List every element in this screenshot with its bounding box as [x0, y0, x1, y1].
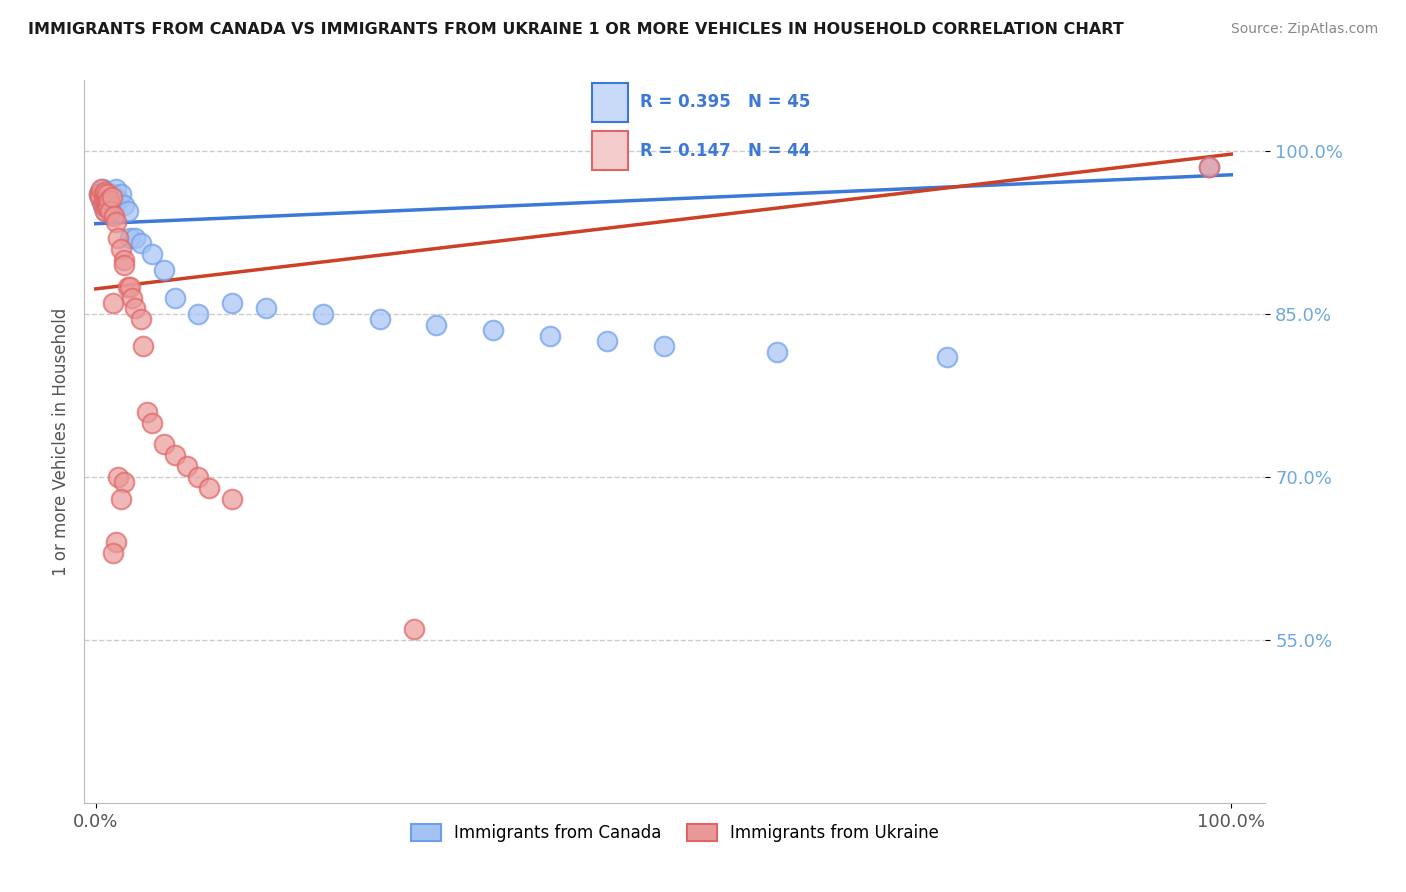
Point [221, 296, 243, 310]
Point [94, 193, 117, 207]
Point [107, 470, 129, 484]
Point [98, 193, 121, 207]
Point [312, 307, 335, 321]
Point [124, 231, 146, 245]
Point [101, 187, 124, 202]
Point [100, 189, 122, 203]
Point [94, 185, 117, 199]
Point [652, 339, 675, 353]
Point [100, 203, 122, 218]
Point [94, 193, 117, 207]
Point [107, 231, 129, 245]
Point [153, 437, 176, 451]
Point [121, 291, 143, 305]
Point [94, 203, 117, 218]
Point [117, 203, 139, 218]
Point [103, 193, 125, 207]
Point [94, 187, 117, 202]
Point [112, 252, 135, 267]
Point [425, 318, 447, 332]
Point [93, 193, 115, 207]
Point [124, 301, 146, 316]
Point [100, 189, 122, 203]
Point [97, 201, 120, 215]
Point [94, 201, 117, 215]
Point [103, 209, 125, 223]
Point [112, 475, 135, 490]
Point [105, 535, 128, 549]
Point [766, 345, 789, 359]
Point [97, 187, 120, 202]
Point [402, 622, 425, 636]
Text: R = 0.395   N = 45: R = 0.395 N = 45 [640, 94, 810, 112]
Point [187, 470, 209, 484]
Point [132, 339, 155, 353]
Point [165, 291, 187, 305]
Point [1198, 160, 1220, 174]
Point [91, 198, 114, 212]
Point [936, 351, 959, 365]
Y-axis label: 1 or more Vehicles in Household: 1 or more Vehicles in Household [52, 308, 70, 575]
Point [90, 193, 112, 207]
Point [135, 405, 157, 419]
Point [96, 187, 118, 202]
Point [176, 458, 198, 473]
Point [101, 546, 124, 560]
Point [153, 263, 176, 277]
Point [90, 189, 112, 203]
FancyBboxPatch shape [592, 83, 628, 122]
Point [221, 491, 243, 506]
Point [165, 448, 187, 462]
Point [91, 182, 114, 196]
Point [89, 189, 111, 203]
Point [90, 182, 112, 196]
Point [110, 187, 132, 202]
Point [118, 231, 141, 245]
Point [368, 312, 391, 326]
Point [112, 198, 135, 212]
Point [141, 416, 163, 430]
Point [117, 279, 139, 293]
Point [91, 198, 114, 212]
Point [93, 185, 115, 199]
Point [96, 189, 118, 203]
Point [107, 193, 129, 207]
Point [110, 491, 132, 506]
Point [482, 323, 505, 337]
Point [89, 185, 111, 199]
Point [187, 307, 209, 321]
Point [596, 334, 619, 348]
Point [87, 187, 111, 202]
Point [110, 242, 132, 256]
Point [98, 193, 121, 207]
Point [96, 196, 118, 211]
Point [94, 185, 117, 199]
Text: IMMIGRANTS FROM CANADA VS IMMIGRANTS FROM UKRAINE 1 OR MORE VEHICLES IN HOUSEHOL: IMMIGRANTS FROM CANADA VS IMMIGRANTS FRO… [28, 22, 1123, 37]
Point [101, 296, 124, 310]
Point [129, 312, 152, 326]
Point [96, 201, 118, 215]
Point [254, 301, 277, 316]
Point [104, 198, 127, 212]
Point [93, 187, 115, 202]
Point [87, 187, 111, 202]
Legend: Immigrants from Canada, Immigrants from Ukraine: Immigrants from Canada, Immigrants from … [405, 817, 945, 848]
Point [198, 481, 221, 495]
Point [141, 247, 163, 261]
Point [94, 203, 117, 218]
Point [129, 236, 152, 251]
Point [93, 193, 115, 207]
Point [118, 279, 141, 293]
Point [1198, 160, 1220, 174]
FancyBboxPatch shape [592, 131, 628, 170]
Text: R = 0.147   N = 44: R = 0.147 N = 44 [640, 142, 810, 160]
Text: Source: ZipAtlas.com: Source: ZipAtlas.com [1230, 22, 1378, 37]
Point [105, 214, 128, 228]
Point [100, 203, 122, 218]
Point [112, 258, 135, 272]
Point [105, 182, 128, 196]
Point [538, 328, 561, 343]
